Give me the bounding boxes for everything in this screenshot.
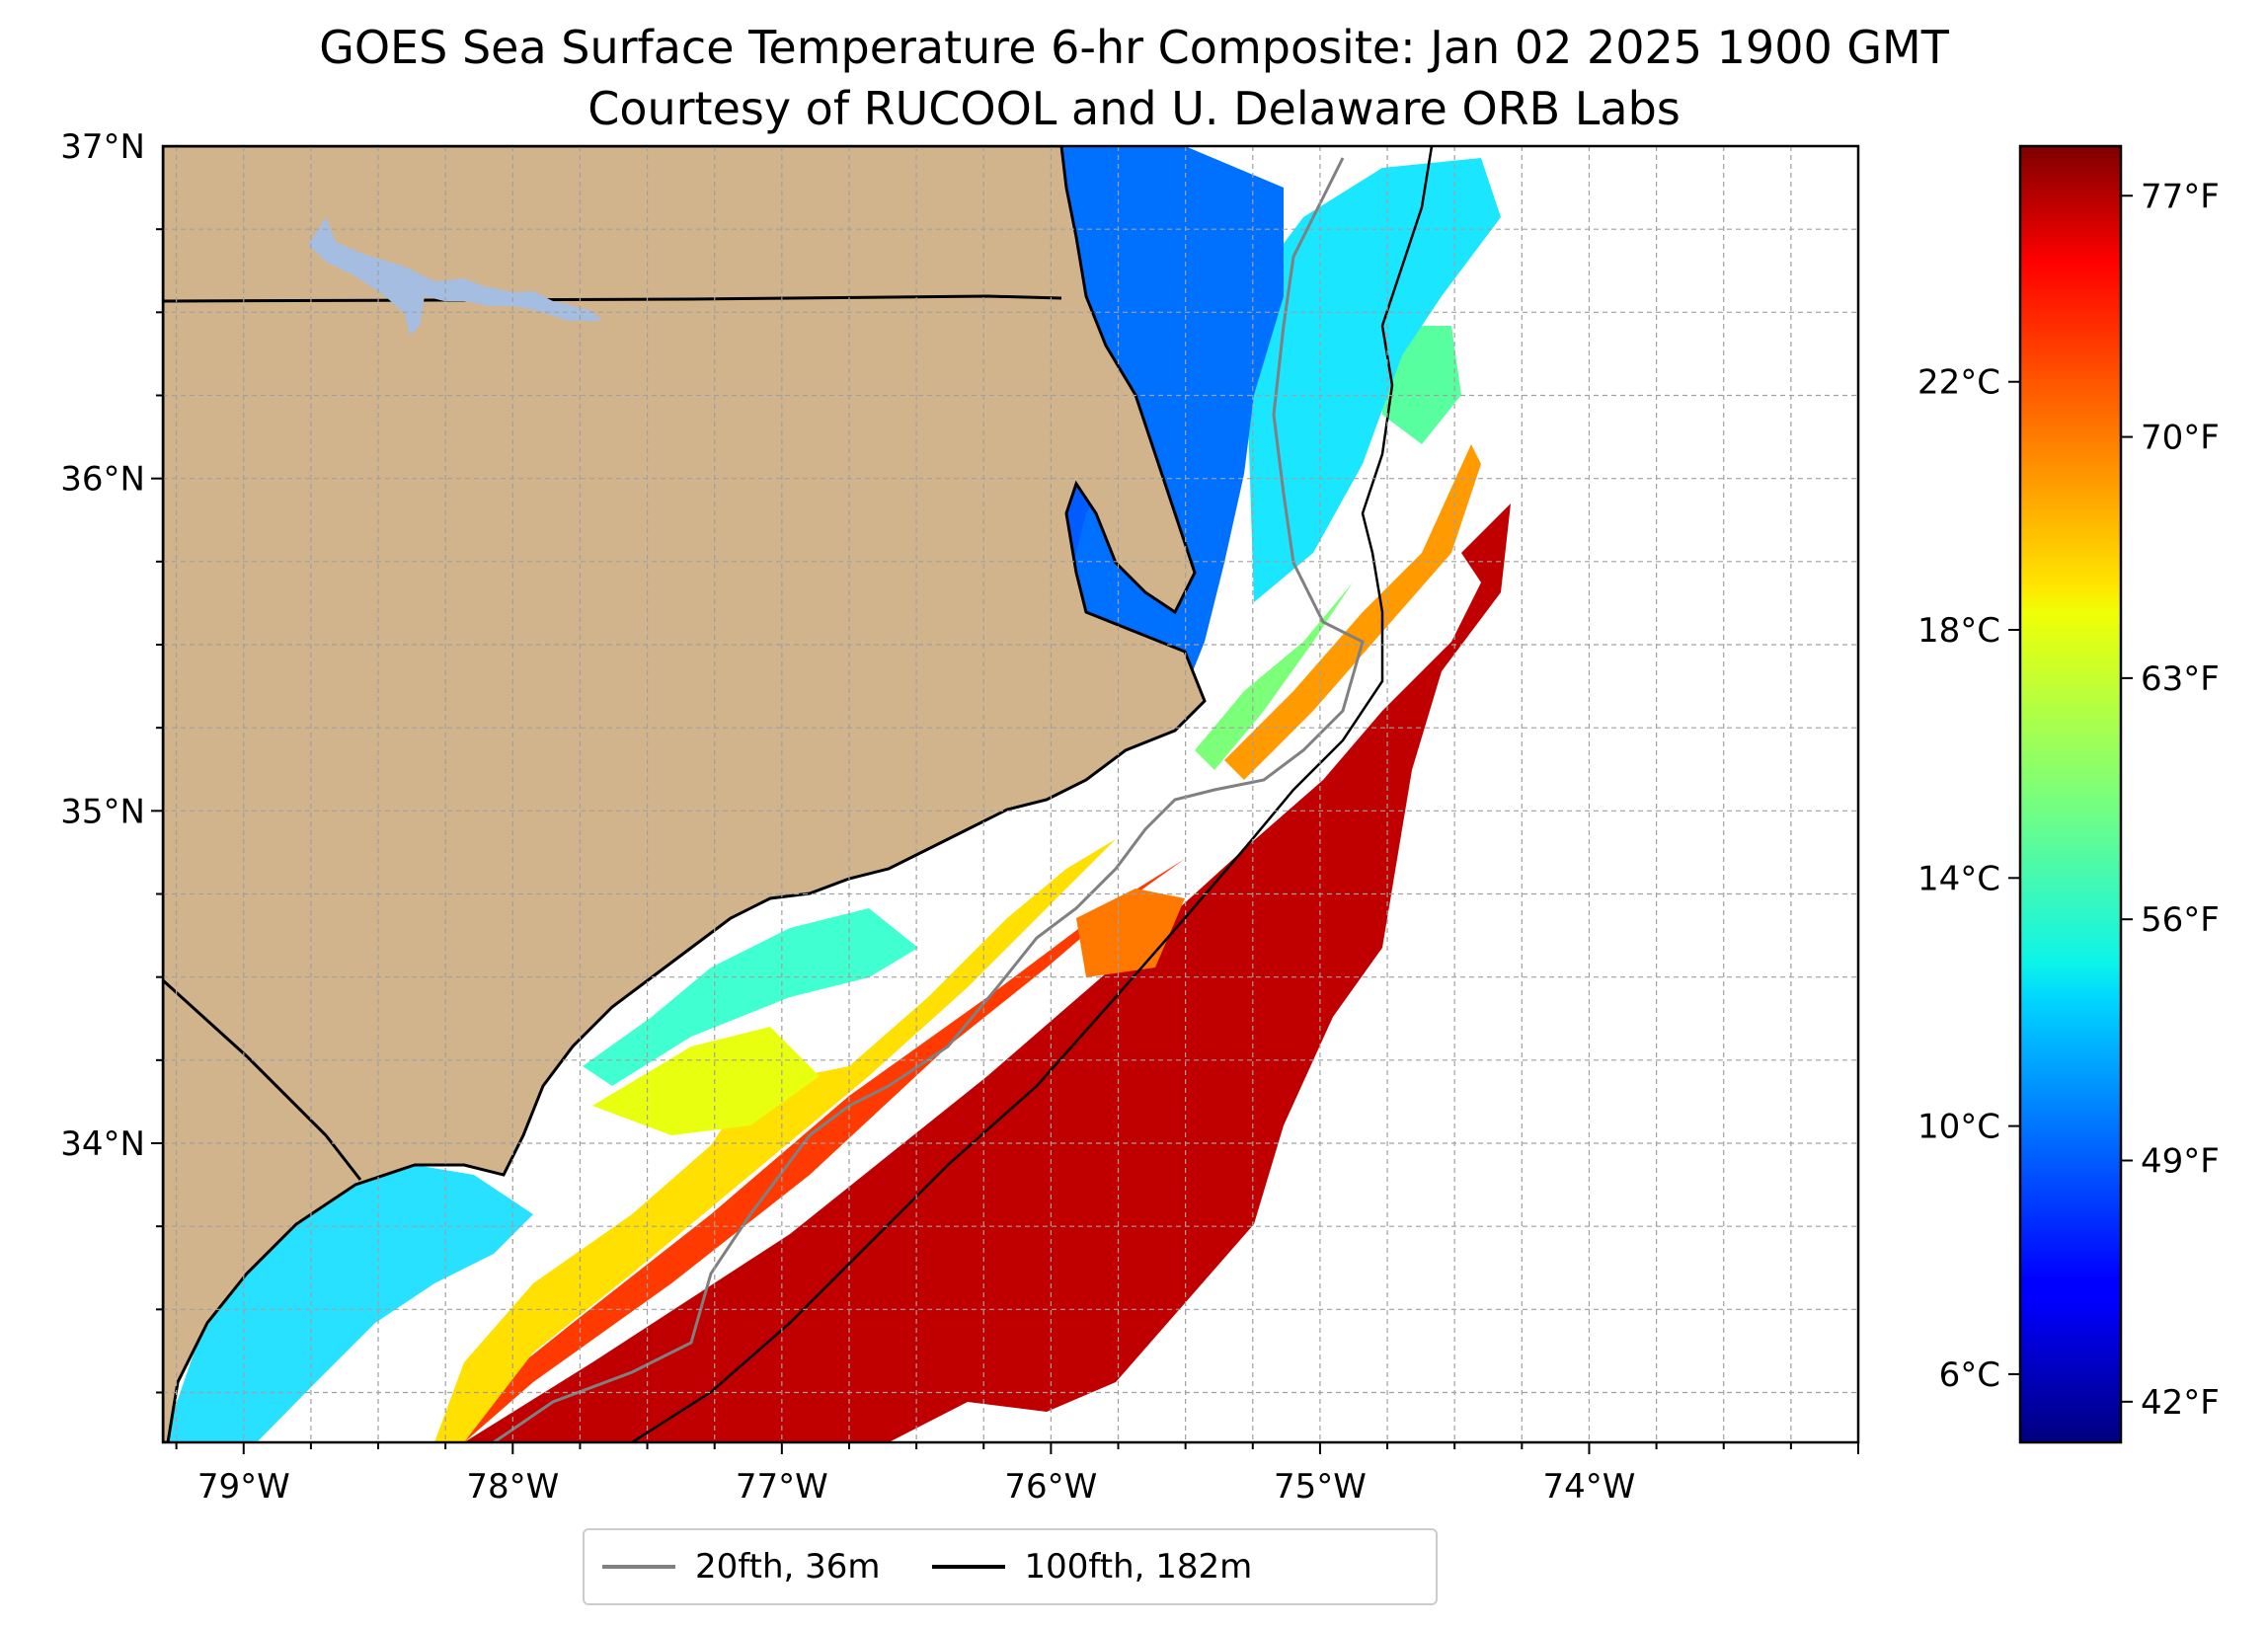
colorbar-celsius-ticks: 6°C 10°C 14°C 18°C 22°C — [1917, 363, 2020, 1395]
sst-orange-patch — [1076, 889, 1185, 977]
sst-orange-shelf — [1224, 444, 1481, 780]
celsius-tick-label: 6°C — [1939, 1355, 2000, 1395]
land-mass — [163, 146, 1207, 1442]
map-title: GOES Sea Surface Temperature 6-hr Compos… — [319, 21, 1949, 74]
sst-orange-band — [464, 859, 1185, 1442]
lat-tick-label: 36°N — [60, 460, 145, 500]
legend-swatch-20fth — [602, 1565, 675, 1569]
state-border-nc-sc — [163, 978, 362, 1181]
celsius-tick-label: 14°C — [1917, 859, 2000, 898]
state-border-va-nc — [163, 294, 1062, 303]
legend-item-20fth: 20fth, 36m — [602, 1547, 881, 1587]
isobath-legend: 20fth, 36m 100fth, 182m — [583, 1528, 1438, 1605]
fahrenheit-tick-label: 42°F — [2141, 1383, 2220, 1423]
isobath-20fth — [493, 157, 1365, 1442]
legend-swatch-100fth — [931, 1565, 1005, 1569]
sst-yellow-patch — [592, 1027, 820, 1135]
sst-warm-band — [464, 503, 1511, 1442]
map-frame — [161, 144, 1860, 1444]
longitude-ticks: 79°W 78°W 77°W 76°W 75°W 74°W — [175, 1442, 1859, 1507]
legend-item-100fth: 100fth, 182m — [931, 1547, 1253, 1587]
fahrenheit-tick-label: 77°F — [2141, 177, 2220, 216]
lat-tick-label: 34°N — [60, 1124, 145, 1164]
fahrenheit-tick-label: 70°F — [2141, 419, 2220, 458]
lon-tick-label: 74°W — [1543, 1467, 1636, 1507]
lon-tick-label: 79°W — [197, 1467, 290, 1507]
map-grid — [163, 146, 1858, 1442]
sst-cyan-south — [163, 1165, 533, 1442]
celsius-tick-label: 10°C — [1917, 1108, 2000, 1147]
sst-yellow-band — [434, 839, 1116, 1442]
lon-tick-label: 78°W — [466, 1467, 559, 1507]
lon-tick-label: 76°W — [1004, 1467, 1097, 1507]
map-subtitle: Courtesy of RUCOOL and U. Delaware ORB L… — [587, 82, 1681, 135]
fahrenheit-tick-label: 56°F — [2141, 900, 2220, 940]
sst-cyan-mid — [583, 908, 918, 1086]
colorbar — [2018, 144, 2123, 1444]
colorbar-fahrenheit-ticks: 42°F 49°F 56°F 63°F 70°F 77°F — [2121, 177, 2220, 1423]
lon-tick-label: 75°W — [1274, 1467, 1367, 1507]
latitude-ticks: 37°N 36°N 35°N 34°N — [60, 127, 163, 1394]
legend-label-20fth: 20fth, 36m — [695, 1547, 881, 1587]
lon-tick-label: 77°W — [736, 1467, 828, 1507]
fahrenheit-tick-label: 63°F — [2141, 659, 2220, 699]
sst-cyan-north — [1244, 158, 1501, 602]
celsius-tick-label: 18°C — [1917, 611, 2000, 651]
lat-tick-label: 35°N — [60, 792, 145, 831]
legend-label-100fth: 100fth, 182m — [1024, 1547, 1253, 1587]
sst-green-band — [1195, 582, 1353, 770]
fahrenheit-tick-label: 49°F — [2141, 1142, 2220, 1182]
celsius-tick-label: 22°C — [1917, 363, 2000, 403]
inland-lake — [308, 217, 602, 336]
isobath-100fth — [631, 146, 1434, 1442]
lat-tick-label: 37°N — [60, 127, 145, 167]
